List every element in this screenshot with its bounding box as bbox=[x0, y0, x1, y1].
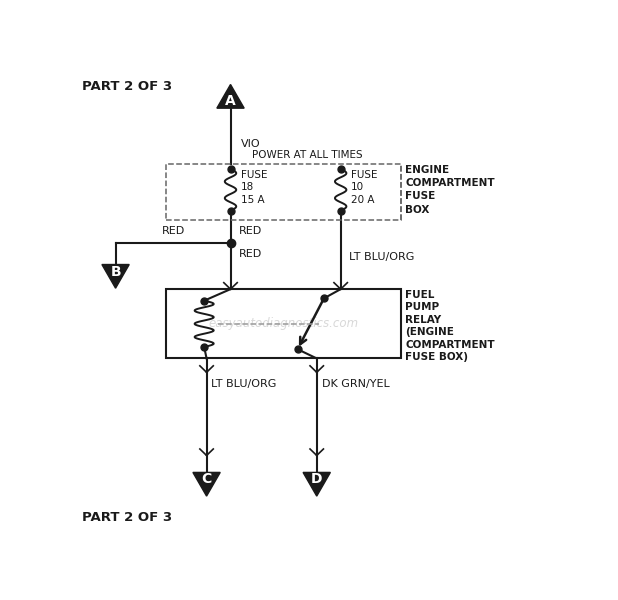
Text: RED: RED bbox=[239, 226, 263, 236]
Polygon shape bbox=[217, 85, 244, 108]
Polygon shape bbox=[193, 472, 220, 496]
Text: PART 2 OF 3: PART 2 OF 3 bbox=[82, 80, 172, 94]
Text: C: C bbox=[201, 472, 212, 487]
Text: easyautodiagnostics.com: easyautodiagnostics.com bbox=[208, 317, 358, 330]
Text: VIO: VIO bbox=[241, 139, 261, 149]
Text: RED: RED bbox=[161, 226, 185, 236]
Text: RED: RED bbox=[239, 250, 263, 259]
Bar bbox=[166, 164, 400, 220]
Text: DK GRN/YEL: DK GRN/YEL bbox=[321, 379, 389, 389]
Text: ENGINE
COMPARTMENT
FUSE
BOX: ENGINE COMPARTMENT FUSE BOX bbox=[405, 165, 495, 215]
Text: LT BLU/ORG: LT BLU/ORG bbox=[211, 379, 277, 389]
Polygon shape bbox=[102, 265, 129, 288]
Text: D: D bbox=[311, 472, 323, 487]
Text: POWER AT ALL TIMES: POWER AT ALL TIMES bbox=[252, 150, 363, 160]
Bar bbox=[166, 289, 400, 358]
Text: A: A bbox=[225, 94, 236, 108]
Polygon shape bbox=[303, 472, 331, 496]
Text: B: B bbox=[110, 265, 121, 278]
Text: PART 2 OF 3: PART 2 OF 3 bbox=[82, 511, 172, 524]
Text: FUSE
10
20 A: FUSE 10 20 A bbox=[351, 170, 378, 205]
Text: FUEL
PUMP
RELAY
(ENGINE
COMPARTMENT
FUSE BOX): FUEL PUMP RELAY (ENGINE COMPARTMENT FUSE… bbox=[405, 290, 495, 362]
Text: FUSE
18
15 A: FUSE 18 15 A bbox=[241, 170, 268, 205]
Text: LT BLU/ORG: LT BLU/ORG bbox=[349, 252, 415, 262]
